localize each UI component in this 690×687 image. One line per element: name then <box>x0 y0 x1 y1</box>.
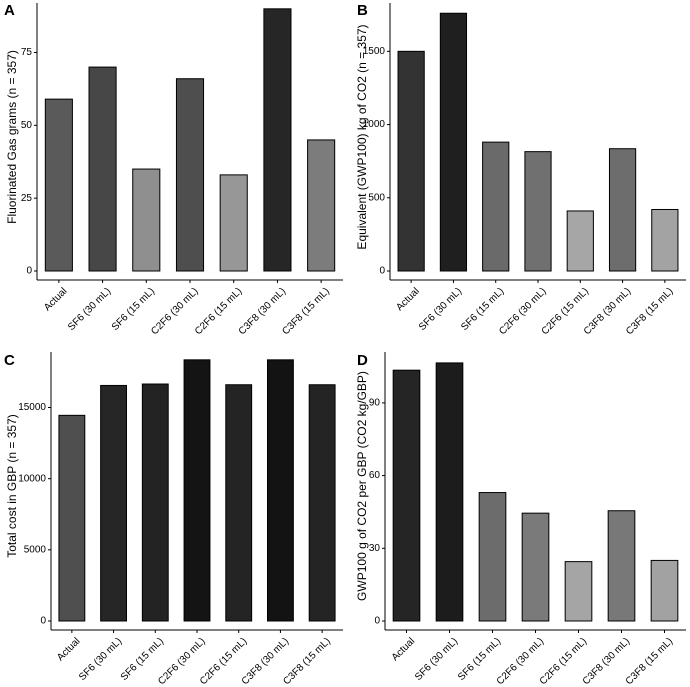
x-tick-label: SF6 (15 mL) <box>456 636 503 683</box>
bar-6 <box>266 359 294 622</box>
x-tick-label: SF6 (15 mL) <box>459 286 506 333</box>
bar-7 <box>308 384 336 622</box>
y-tick-label: 25 <box>21 193 33 204</box>
y-tick-label: 50 <box>21 120 33 131</box>
bar-5 <box>564 561 593 622</box>
x-tick-label: Actual <box>42 286 69 313</box>
y-axis-title: Equivalent (GWP100) kg of CO2 (n = 357) <box>355 24 369 249</box>
bar-5 <box>566 210 594 272</box>
bar-1 <box>397 50 425 272</box>
bar-6 <box>607 510 636 622</box>
x-tick-label: SF6 (30 mL) <box>417 286 464 333</box>
x-tick-label: C3F8 (15 mL) <box>280 286 331 337</box>
bar-1 <box>44 98 73 272</box>
bar-7 <box>307 139 336 272</box>
bar-7 <box>651 208 679 272</box>
x-tick-label: SF6 (30 mL) <box>77 636 124 683</box>
y-tick-label: 0 <box>374 616 380 627</box>
panel-b: B Equivalent (GWP100) kg of CO2 (n = 357)… <box>355 2 686 337</box>
bar-4 <box>521 512 550 622</box>
y-tick-label: 30 <box>369 543 381 554</box>
bar-3 <box>478 492 507 622</box>
bar-5 <box>219 174 248 272</box>
bar-4 <box>524 151 552 272</box>
panel-letter: B <box>357 2 368 19</box>
bar-3 <box>482 141 510 272</box>
bar-2 <box>439 12 468 272</box>
y-tick-label: 500 <box>368 192 385 203</box>
y-tick-label: 15000 <box>18 402 46 413</box>
bar-4 <box>183 359 211 622</box>
y-tick-label: 1000 <box>363 119 386 130</box>
y-tick-label: 75 <box>21 47 33 58</box>
x-tick-label: SF6 (15 mL) <box>110 286 157 333</box>
y-tick-label: 0 <box>26 266 32 277</box>
x-tick-label: Actual <box>55 636 82 663</box>
bar-2 <box>88 66 117 272</box>
panel-d: D GWP100 g of CO2 per GBP (CO2 kg/GBP) 0 30… <box>355 352 686 687</box>
bar-2 <box>435 362 464 622</box>
y-tick-label: 60 <box>369 470 381 481</box>
y-axis-title: Total cost in GBP (n = 357) <box>5 414 19 558</box>
bar-6 <box>263 8 292 272</box>
bar-1 <box>392 369 421 622</box>
bar-1 <box>58 414 86 622</box>
bar-4 <box>175 78 205 272</box>
panel-c: C Total cost in GBP (n = 357) 0 5000 10000 15… <box>4 352 343 687</box>
x-tick-label: SF6 (30 mL) <box>413 636 460 683</box>
x-tick-label: SF6 (30 mL) <box>66 286 113 333</box>
bar-6 <box>608 148 637 272</box>
y-tick-label: 0 <box>40 616 46 627</box>
panel-a: A Fluorinated Gas grams (n = 357) 0 25 50 75 A… <box>4 2 343 337</box>
bar-3 <box>141 383 169 622</box>
y-axis-title: GWP100 g of CO2 per GBP (CO2 kg/GBP) <box>355 371 369 601</box>
x-tick-label: Actual <box>394 286 421 313</box>
y-axis-title: Fluorinated Gas grams (n = 357) <box>5 50 19 224</box>
bar-2 <box>100 384 128 622</box>
y-tick-label: 1500 <box>363 46 386 57</box>
y-tick-label: 10000 <box>18 473 46 484</box>
panel-letter: D <box>357 352 368 369</box>
y-tick-label: 5000 <box>24 544 47 555</box>
y-tick-label: 0 <box>379 266 385 277</box>
bar-3 <box>132 168 161 272</box>
panel-letter: C <box>4 352 15 369</box>
panel-letter: A <box>4 2 15 19</box>
y-tick-label: 90 <box>369 398 381 409</box>
bar-7 <box>650 559 679 622</box>
bar-5 <box>225 384 253 622</box>
x-tick-label: Actual <box>390 636 417 663</box>
